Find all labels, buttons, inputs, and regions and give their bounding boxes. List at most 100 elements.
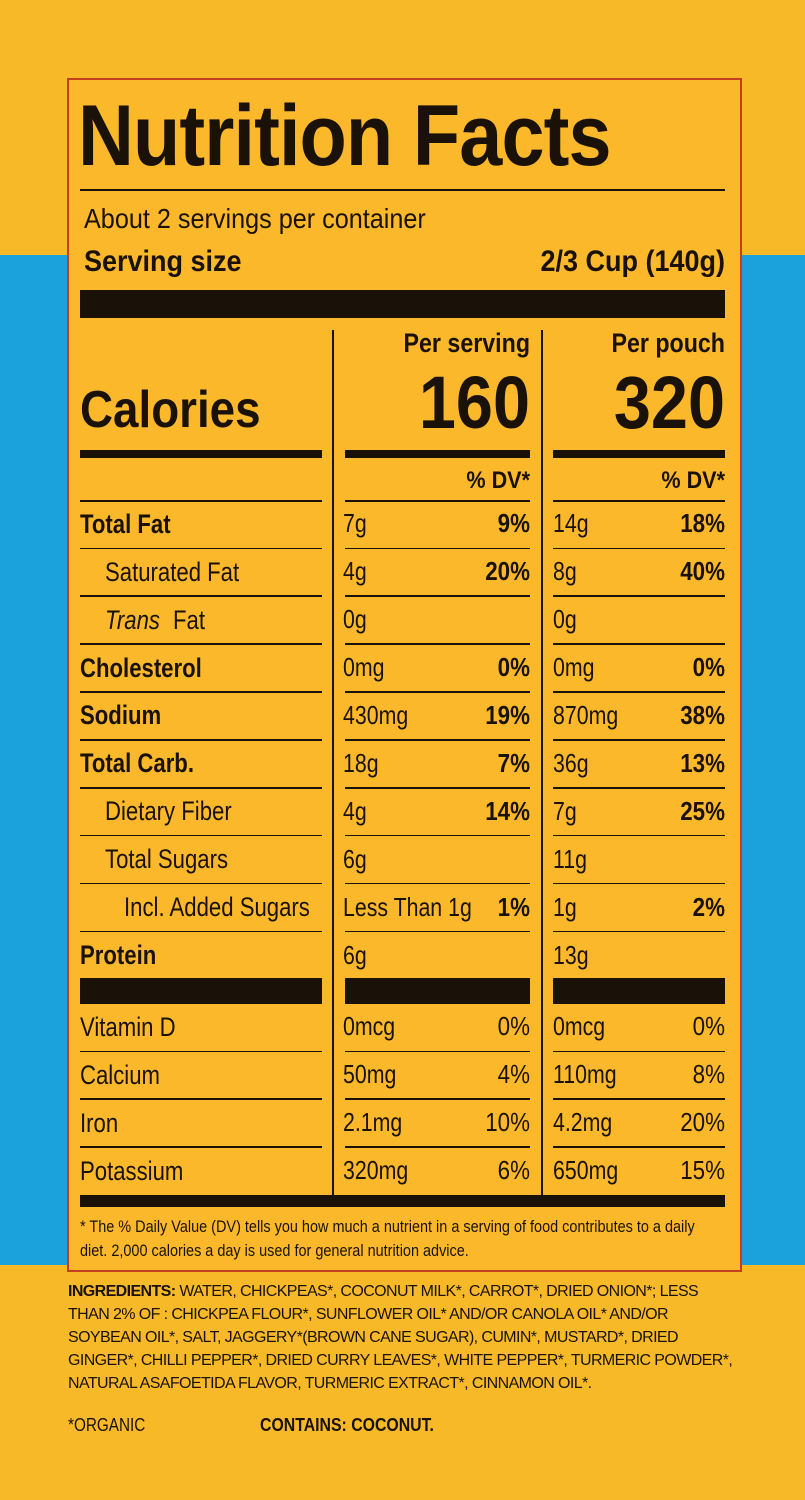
row-rule xyxy=(553,643,725,645)
row-rule xyxy=(553,787,725,789)
rule xyxy=(80,189,725,191)
row-rule xyxy=(345,1146,530,1148)
daily-value: 19% xyxy=(485,700,530,730)
amount: 18g xyxy=(343,747,379,778)
amount: 36g xyxy=(553,747,589,778)
row-rule xyxy=(80,739,322,741)
thick-bar xyxy=(80,1195,725,1207)
amount: 50mg xyxy=(343,1059,397,1090)
footnote: * The % Daily Value (DV) tells you how m… xyxy=(80,1217,695,1260)
amount: 4g xyxy=(343,795,367,826)
amount: 7g xyxy=(553,795,577,826)
thick-bar xyxy=(80,450,322,458)
amount: 7g xyxy=(343,508,367,539)
amount: 14g xyxy=(553,508,589,539)
row-rule xyxy=(80,691,322,693)
nutrient-name: Sodium xyxy=(80,700,162,731)
row-rule xyxy=(80,643,322,645)
allergen-statement: CONTAINS: COCONUT. xyxy=(260,1415,434,1436)
amount: 1g xyxy=(553,891,577,922)
daily-value: 14% xyxy=(485,795,530,826)
column-heading: Per pouch xyxy=(611,327,725,358)
nutrient-name: Total Carb. xyxy=(80,748,194,779)
nutrient-name: Calcium xyxy=(80,1059,160,1090)
row-rule xyxy=(345,691,530,693)
amount: 650mg xyxy=(553,1155,619,1186)
amount: 110mg xyxy=(553,1059,617,1090)
nutrient-name: Saturated Fat xyxy=(105,556,240,587)
row-rule xyxy=(553,882,725,885)
nutrient-name: Cholesterol xyxy=(80,652,202,683)
row-rule xyxy=(80,882,322,885)
amount: 4g xyxy=(343,556,367,587)
amount: 0g xyxy=(343,604,367,635)
row-rule xyxy=(345,882,530,885)
amount: 4.2mg xyxy=(553,1107,613,1138)
row-rule xyxy=(553,595,725,597)
row-rule xyxy=(553,930,725,933)
row-rule xyxy=(80,547,322,549)
daily-value: 20% xyxy=(680,1107,725,1138)
row-rule xyxy=(345,1098,530,1100)
daily-value: 0% xyxy=(692,652,725,683)
row-rule xyxy=(80,1098,322,1100)
row-rule xyxy=(553,739,725,741)
daily-value: 38% xyxy=(680,700,725,730)
row-rule xyxy=(553,547,725,549)
thick-bar xyxy=(553,450,725,458)
ingredients-label: INGREDIENTS: xyxy=(68,1283,176,1300)
row-rule xyxy=(345,930,530,933)
nutrient-name: Vitamin D xyxy=(80,1011,176,1042)
nutrient-name: Total Fat xyxy=(80,508,171,539)
thick-bar xyxy=(80,978,322,1004)
row-rule xyxy=(80,834,322,837)
nutrient-name: Incl. Added Sugars xyxy=(124,892,310,922)
amount: 0mg xyxy=(343,652,385,683)
daily-value: 0% xyxy=(497,652,530,683)
daily-value: 9% xyxy=(497,508,530,539)
calories-value: 160 xyxy=(418,360,530,444)
ingredients: INGREDIENTS: WATER, CHICKPEAS*, COCONUT … xyxy=(68,1280,740,1395)
daily-value: 15% xyxy=(680,1155,725,1186)
thick-bar xyxy=(345,978,530,1004)
amount: Less Than 1g xyxy=(343,891,472,922)
calories-value: 320 xyxy=(613,360,725,444)
row-rule xyxy=(345,547,530,549)
thick-bar xyxy=(553,978,725,1004)
amount: 6g xyxy=(343,843,367,874)
nutrient-name: Trans xyxy=(105,604,160,635)
row-rule xyxy=(345,787,530,789)
nutrient-name: Potassium xyxy=(80,1155,184,1186)
amount: 870mg xyxy=(553,700,619,730)
row-rule xyxy=(345,595,530,597)
daily-value: 0% xyxy=(497,1011,530,1042)
daily-value: 25% xyxy=(680,795,725,826)
row-rule xyxy=(80,500,322,502)
amount: 0g xyxy=(553,604,577,635)
row-rule xyxy=(553,691,725,693)
title: Nutrition Facts xyxy=(78,88,612,185)
daily-value: 7% xyxy=(497,747,530,778)
row-rule xyxy=(80,1050,322,1052)
nutrient-name: Protein xyxy=(80,939,157,970)
amount: 11g xyxy=(553,843,587,874)
calories-label: Calories xyxy=(80,380,261,439)
daily-value: 4% xyxy=(497,1059,530,1090)
row-rule xyxy=(345,1050,530,1052)
row-rule xyxy=(345,643,530,645)
daily-value: 8% xyxy=(692,1059,725,1090)
amount: 0mg xyxy=(553,652,595,683)
row-rule xyxy=(553,1050,725,1052)
row-rule xyxy=(345,739,530,741)
row-rule xyxy=(345,500,530,502)
column-heading: Per serving xyxy=(403,327,530,358)
daily-value: 40% xyxy=(680,556,725,587)
amount: 8g xyxy=(553,556,577,587)
organic-note: *ORGANIC xyxy=(68,1415,146,1436)
nutrient-name: Fat xyxy=(173,604,205,635)
amount: 2.1mg xyxy=(343,1107,403,1138)
row-rule xyxy=(80,930,322,933)
servings-per-container: About 2 servings per container xyxy=(84,203,426,235)
daily-value: 2% xyxy=(692,891,725,922)
nutrient-name: Dietary Fiber xyxy=(105,796,232,827)
